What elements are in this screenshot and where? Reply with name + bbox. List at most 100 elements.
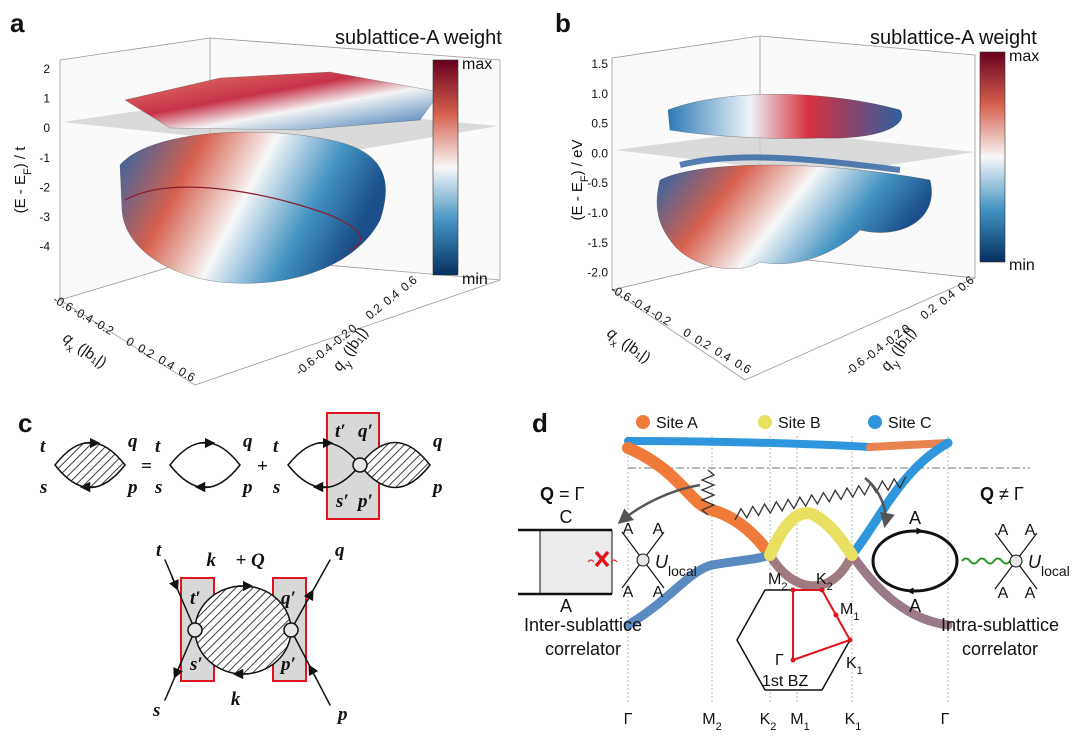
- shape: [173, 664, 183, 679]
- site: A: [998, 522, 1009, 539]
- shape: [59, 279, 501, 386]
- shape: [194, 585, 292, 675]
- k-points: [790, 587, 853, 663]
- label-main: M: [702, 711, 715, 728]
- x-tick-label: -0.4: [629, 294, 654, 317]
- shape: [790, 587, 796, 593]
- panel-label: b: [555, 8, 571, 38]
- colorbar: [979, 51, 1006, 263]
- label-main: K: [760, 711, 771, 728]
- text-part: local: [668, 563, 697, 579]
- bands: [622, 437, 953, 630]
- colorbar: [432, 59, 459, 276]
- panel-d: d Site A Site B Site C Γ M2 K2 M1 K1 Γ C A A …: [518, 408, 1070, 733]
- label: q: [433, 431, 443, 452]
- vertex: [636, 553, 650, 567]
- text-part: ) / t: [12, 146, 29, 168]
- momentum: Q ≠ Γ: [980, 484, 1024, 504]
- shape: [624, 437, 874, 451]
- shape: [790, 657, 796, 663]
- shape: [611, 277, 976, 381]
- momentum: k⃗: [231, 689, 255, 710]
- text-part: K: [846, 655, 857, 672]
- shape: [308, 664, 319, 679]
- x-tick-label: M1: [790, 711, 809, 733]
- middle-surface: [679, 154, 901, 173]
- ladder-rungs: [539, 530, 613, 594]
- site: A: [1025, 585, 1036, 602]
- shape: [303, 589, 314, 604]
- k-point-label: K1: [846, 655, 863, 677]
- z-tick-label: -2: [39, 180, 50, 194]
- label: t: [156, 540, 162, 561]
- label: s: [39, 477, 47, 498]
- site: A: [560, 596, 572, 616]
- caption: Inter-sublattice: [524, 615, 642, 635]
- label: p′: [279, 654, 296, 675]
- z-tick-label: -1.0: [587, 206, 608, 220]
- text-part: 1: [857, 665, 863, 677]
- x-axis-label: qx (|b₁|): [601, 324, 654, 370]
- forbidden: [594, 550, 610, 568]
- panel-title: sublattice-A weight: [335, 27, 502, 49]
- diagram-lines: [54, 412, 431, 706]
- lower-surface: [119, 131, 386, 284]
- label-sub: 1: [804, 721, 810, 733]
- text-part: = Γ: [554, 484, 585, 504]
- momentum: k⃗ + Q⃗: [206, 550, 279, 571]
- z-tick-label: 0.5: [591, 117, 608, 131]
- z-tick-label: 0.0: [591, 146, 608, 160]
- upper-surface: [124, 71, 441, 131]
- upper-surface: [667, 94, 902, 139]
- site: A: [623, 584, 634, 601]
- label-sub: 2: [770, 721, 776, 733]
- label-sub: 1: [855, 721, 861, 733]
- y-tick-label: 0.6: [398, 273, 420, 295]
- label: s: [154, 477, 162, 498]
- shape: [54, 441, 126, 489]
- text-part: Q: [980, 484, 994, 504]
- label: p: [336, 704, 348, 725]
- arrow: [617, 483, 701, 524]
- momentum: Q = Γ: [540, 484, 585, 504]
- path-dividers: [627, 436, 949, 704]
- legend-swatch: [636, 415, 650, 429]
- arrow: [864, 477, 895, 528]
- shape: [352, 457, 368, 473]
- k-point-label: Γ: [775, 652, 784, 669]
- site: A: [1025, 522, 1036, 539]
- panel-a: a sublattice-A weight max min (E - EF) /…: [10, 8, 502, 386]
- shape: [169, 441, 241, 489]
- label: q′: [281, 588, 296, 609]
- legend-swatch: [868, 415, 882, 429]
- y-tick-label: 0.4: [380, 287, 402, 309]
- k-point-label: M2: [768, 571, 787, 593]
- label-main: M: [790, 711, 803, 728]
- z-axis-label: (E - EF) / eV: [569, 140, 591, 221]
- y-tick-label: 0.2: [918, 301, 940, 323]
- shape: [819, 587, 825, 593]
- text-part: U: [655, 552, 669, 572]
- label: t: [155, 436, 161, 457]
- interaction: Ulocal: [655, 552, 697, 579]
- shape: [359, 441, 431, 489]
- shape: [622, 442, 776, 561]
- wavy-line: [961, 557, 1011, 565]
- k-point-label: M1: [840, 601, 859, 623]
- text-part: M: [840, 601, 853, 618]
- colorbar-max: max: [462, 56, 492, 73]
- tilde: [610, 559, 618, 563]
- z-tick-label: 0: [43, 121, 50, 135]
- text-part: M: [768, 571, 781, 588]
- k-point-label: K2: [816, 571, 833, 593]
- label-sub: 2: [716, 721, 722, 733]
- shape: [764, 507, 858, 561]
- x-tick-label: K2: [760, 711, 777, 733]
- label: q: [243, 431, 253, 452]
- text-part: U: [1028, 552, 1042, 572]
- site: A: [998, 585, 1009, 602]
- x-tick-label: 0.4: [712, 344, 734, 365]
- label: s: [272, 477, 280, 498]
- text-part: 1: [853, 611, 859, 623]
